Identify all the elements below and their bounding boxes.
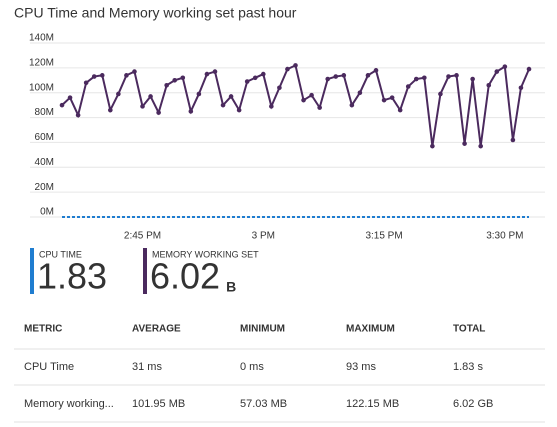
x-tick-label: 3:15 PM	[365, 231, 402, 242]
table-header: TOTAL	[453, 324, 485, 335]
data-point	[164, 82, 169, 88]
data-point	[518, 85, 524, 91]
table-cell: 1.83 s	[453, 361, 483, 373]
data-point	[405, 84, 411, 89]
data-point	[317, 105, 322, 110]
data-point	[309, 92, 314, 98]
table-cell: 57.03 MB	[240, 398, 287, 410]
data-point	[502, 64, 508, 69]
summary-bar	[143, 248, 147, 294]
y-tick-label: 100M	[29, 82, 54, 93]
data-point	[422, 75, 427, 81]
table-cell: 101.95 MB	[132, 398, 185, 410]
data-point	[486, 82, 492, 88]
data-point	[349, 102, 355, 108]
data-point	[180, 75, 186, 81]
data-point	[124, 73, 129, 78]
x-tick-label: 2:45 PM	[124, 231, 161, 242]
summary-value: 1.83	[37, 256, 107, 297]
y-tick-label: 0M	[40, 207, 54, 218]
data-point	[470, 76, 475, 82]
data-point	[293, 63, 298, 68]
data-point	[389, 95, 395, 100]
y-tick-label: 80M	[35, 107, 54, 118]
data-point	[301, 97, 306, 103]
summary-value: 6.02	[150, 256, 220, 297]
series-line	[61, 63, 530, 147]
data-point	[260, 71, 266, 77]
y-tick-label: 60M	[35, 132, 54, 143]
table-cell: 31 ms	[132, 361, 162, 373]
y-tick-label: 40M	[35, 157, 54, 168]
data-point	[325, 76, 331, 82]
y-tick-label: 20M	[35, 182, 54, 193]
data-point	[59, 102, 65, 108]
data-point	[99, 73, 105, 78]
data-point	[510, 137, 516, 143]
data-point	[228, 94, 234, 99]
summary-label: MEMORY WORKING SET	[152, 249, 259, 259]
data-point	[333, 74, 339, 79]
data-point	[341, 73, 347, 78]
data-point	[212, 69, 218, 74]
data-point	[454, 73, 459, 78]
table-cell: 93 ms	[346, 361, 376, 373]
data-point	[430, 143, 435, 149]
data-point	[196, 91, 202, 97]
data-point	[365, 73, 371, 78]
data-point	[204, 71, 210, 77]
x-tick-label: 3 PM	[252, 231, 275, 242]
data-point	[462, 141, 467, 146]
data-point	[67, 95, 73, 100]
table-cell: Memory working...	[24, 398, 114, 410]
summary-label: CPU TIME	[39, 249, 82, 259]
data-point	[132, 69, 137, 74]
data-point	[75, 112, 81, 118]
y-tick-label: 140M	[29, 33, 54, 44]
data-point	[108, 107, 113, 113]
data-point	[373, 68, 379, 73]
data-point	[244, 79, 250, 84]
table-cell: 122.15 MB	[346, 398, 399, 410]
chart-title: CPU Time and Memory working set past hou…	[14, 5, 297, 21]
y-tick-label: 120M	[29, 57, 54, 68]
data-point	[381, 97, 387, 103]
data-point	[172, 77, 178, 83]
table-cell: 0 ms	[240, 361, 264, 373]
table-cell: 6.02 GB	[453, 398, 493, 410]
data-point	[236, 107, 242, 113]
data-point	[220, 102, 226, 108]
data-point	[285, 66, 290, 72]
table-cell: CPU Time	[24, 361, 74, 373]
data-point	[252, 75, 258, 81]
data-point	[148, 94, 153, 99]
data-point	[188, 109, 194, 114]
data-point	[277, 85, 282, 91]
summary-bar	[30, 248, 34, 294]
data-point	[140, 104, 145, 109]
data-point	[397, 107, 403, 113]
data-point	[526, 66, 532, 72]
data-point	[413, 76, 419, 82]
data-point	[446, 74, 451, 79]
summary-unit: B	[226, 279, 236, 295]
table-header: MAXIMUM	[346, 324, 395, 335]
data-point	[269, 104, 274, 109]
table-header: MINIMUM	[240, 324, 285, 335]
data-point	[438, 91, 443, 97]
data-point	[357, 90, 363, 96]
data-point	[83, 80, 89, 86]
x-tick-label: 3:30 PM	[486, 231, 523, 242]
data-point	[478, 143, 483, 149]
data-point	[91, 74, 97, 79]
data-point	[494, 69, 500, 74]
table-header: METRIC	[24, 324, 62, 335]
table-header: AVERAGE	[132, 324, 181, 335]
data-point	[116, 91, 121, 97]
data-point	[156, 110, 161, 115]
